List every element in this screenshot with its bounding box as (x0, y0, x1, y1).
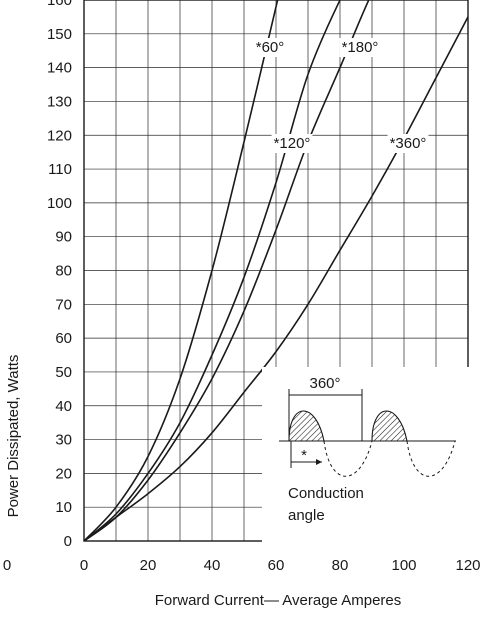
series-label-background (339, 38, 381, 57)
series-line (84, 0, 279, 541)
y-tick-label: 20 (55, 465, 72, 482)
y-tick-label: 70 (55, 296, 72, 313)
period-label: 360° (309, 375, 340, 392)
y-tick-label: 140 (47, 60, 72, 77)
series-label-background (253, 38, 287, 57)
series-line (84, 0, 341, 541)
y-tick-label: 0 (64, 533, 72, 550)
y-tick-label: 90 (55, 229, 72, 246)
series-label: *60° (256, 39, 285, 56)
conduction-marker: * (301, 447, 307, 464)
y-tick-label: 150 (47, 26, 72, 43)
conduction-angle-inset: 360° * Conduction angle (262, 367, 472, 545)
x-tick-label: 40 (204, 557, 221, 574)
inset-background (262, 367, 472, 545)
blocked-half-wave-1 (323, 440, 373, 477)
y-tick-label: 40 (55, 398, 72, 415)
y-tick-label: 130 (47, 93, 72, 110)
y-tick-label: 100 (47, 195, 72, 212)
x-tick-label: 0 (80, 557, 88, 574)
y-tick-label: 30 (55, 432, 72, 449)
blocked-half-wave-2 (406, 440, 456, 477)
x-tick-labels: 0 20 40 60 80 100 120 0 (3, 557, 481, 574)
conduction-pulse-2 (371, 410, 408, 442)
y-tick-labels: 0 10 20 30 40 50 60 70 80 90 100 110 120 130 140 150 160 (47, 0, 72, 550)
y-tick-label: 110 (48, 161, 72, 178)
y-tick-label: 160 (47, 0, 72, 9)
y-tick-label: 50 (55, 364, 72, 381)
series-label: *180° (342, 39, 379, 56)
series-label: *360° (390, 135, 427, 152)
series-label: *120° (274, 135, 311, 152)
x-tick-label: 20 (140, 557, 157, 574)
series-labels: *60° *120° *180° *360° (253, 38, 429, 153)
inset-caption-line2: angle (288, 507, 325, 524)
y-tick-label: 60 (55, 330, 72, 347)
conduction-arrowhead (316, 459, 322, 465)
x-tick-label: 0 (3, 557, 11, 574)
x-tick-label: 100 (391, 557, 416, 574)
y-tick-label: 10 (55, 499, 72, 516)
x-axis-label: Forward Current— Average Amperes (155, 592, 402, 609)
series-label-background (387, 134, 429, 153)
y-tick-label: 80 (55, 263, 72, 280)
y-tick-label: 120 (47, 127, 72, 144)
conduction-pulse-1 (288, 410, 325, 442)
x-tick-label: 60 (268, 557, 285, 574)
x-tick-label: 80 (332, 557, 349, 574)
inset-caption-line1: Conduction (288, 485, 364, 502)
x-tick-label: 120 (455, 557, 480, 574)
y-axis-label: Power Dissipated, Watts (5, 355, 22, 518)
series-label-background (271, 134, 313, 153)
